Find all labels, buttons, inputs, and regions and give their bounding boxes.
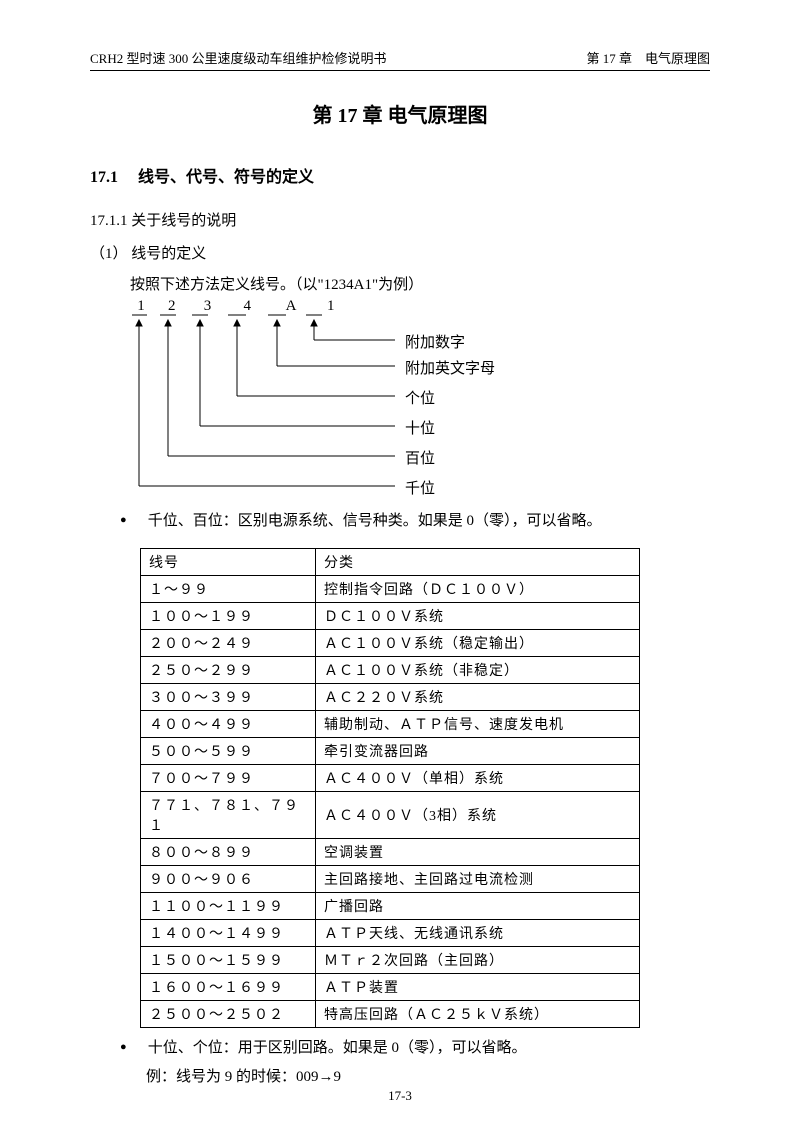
chapter-title: 第 17 章 电气原理图 — [90, 99, 710, 128]
header-left: CRH2 型时速 300 公里速度级动车组维护检修说明书 — [90, 48, 386, 67]
cell-wire-num: １５００～１５９９ — [141, 947, 316, 974]
section-text: 线号、代号、符号的定义 — [138, 169, 314, 186]
table-row: ３００～３９９ＡＣ２２０Ｖ系统 — [141, 684, 640, 711]
page-number: 17-3 — [0, 1088, 800, 1104]
table-row: １５００～１５９９ＭＴｒ２次回路（主回路） — [141, 947, 640, 974]
bullet-note-1: ● 千位、百位：区别电源系统、信号种类。如果是 0（零），可以省略。 — [120, 509, 710, 530]
cell-category: ＡＴＰ天线、无线通讯系统 — [316, 920, 640, 947]
cell-wire-num: １６００～１６９９ — [141, 974, 316, 1001]
cell-category: 控制指令回路（ＤＣ１００Ｖ） — [316, 576, 640, 603]
cell-wire-num: １１００～１１９９ — [141, 893, 316, 920]
table-row: ２００～２４９ＡＣ１００Ｖ系统（稳定输出） — [141, 630, 640, 657]
table-row: １～９９控制指令回路（ＤＣ１００Ｖ） — [141, 576, 640, 603]
cell-category: ＤＣ１００Ｖ系统 — [316, 603, 640, 630]
wire-number-diagram: 1 2 3 4 A 1 — [130, 298, 710, 503]
cell-wire-num: ７７１、７８１、７９１ — [141, 792, 316, 839]
cell-category: 辅助制动、ＡＴＰ信号、速度发电机 — [316, 711, 640, 738]
cell-wire-num: ９００～９０６ — [141, 866, 316, 893]
cell-category: 特高压回路（ＡＣ２５ｋＶ系统） — [316, 1001, 640, 1028]
diagram-lines — [130, 298, 610, 503]
cell-wire-num: ３００～３９９ — [141, 684, 316, 711]
cell-category: 牵引变流器回路 — [316, 738, 640, 765]
th-col2: 分类 — [316, 549, 640, 576]
diagram-label-3: 个位 — [405, 387, 435, 408]
diagram-label-4: 十位 — [405, 417, 435, 438]
wire-number-table: 线号 分类 １～９９控制指令回路（ＤＣ１００Ｖ）１００～１９９ＤＣ１００Ｖ系统２… — [140, 548, 710, 1028]
table-row: ２５０～２９９ＡＣ１００Ｖ系统（非稳定） — [141, 657, 640, 684]
cell-category: ＡＣ１００Ｖ系统（非稳定） — [316, 657, 640, 684]
diagram-label-6: 千位 — [405, 477, 435, 498]
page-header: CRH2 型时速 300 公里速度级动车组维护检修说明书 第 17 章 电气原理… — [90, 48, 710, 71]
table-row: ７７１、７８１、７９１ＡＣ４００Ｖ（3相）系统 — [141, 792, 640, 839]
bullet-icon: ● — [120, 514, 144, 526]
cell-wire-num: ２５０～２９９ — [141, 657, 316, 684]
cell-category: ＡＣ２２０Ｖ系统 — [316, 684, 640, 711]
cell-category: 空调装置 — [316, 839, 640, 866]
cell-category: ＡＣ４００Ｖ（3相）系统 — [316, 792, 640, 839]
cell-wire-num: １～９９ — [141, 576, 316, 603]
bullet-icon: ● — [120, 1041, 144, 1053]
cell-wire-num: １００～１９９ — [141, 603, 316, 630]
cell-category: 广播回路 — [316, 893, 640, 920]
table-row: １６００～１６９９ＡＴＰ装置 — [141, 974, 640, 1001]
table-row: １１００～１１９９广播回路 — [141, 893, 640, 920]
cell-category: ＡＴＰ装置 — [316, 974, 640, 1001]
section-num: 17.1 — [90, 169, 118, 186]
table-row: １４００～１４９９ＡＴＰ天线、无线通讯系统 — [141, 920, 640, 947]
cell-wire-num: ７００～７９９ — [141, 765, 316, 792]
cell-wire-num: ４００～４９９ — [141, 711, 316, 738]
cell-category: ＡＣ４００Ｖ（单相）系统 — [316, 765, 640, 792]
table-row: ８００～８９９空调装置 — [141, 839, 640, 866]
example-line: 例：线号为 9 的时候：009→9 — [146, 1065, 710, 1086]
table-row: １００～１９９ＤＣ１００Ｖ系统 — [141, 603, 640, 630]
cell-wire-num: ８００～８９９ — [141, 839, 316, 866]
cell-wire-num: １４００～１４９９ — [141, 920, 316, 947]
table-row: ２５００～２５０２特高压回路（ＡＣ２５ｋＶ系统） — [141, 1001, 640, 1028]
table-row: ５００～５９９牵引变流器回路 — [141, 738, 640, 765]
section-title: 17.1 线号、代号、符号的定义 — [90, 163, 710, 187]
table-row: ４００～４９９辅助制动、ＡＴＰ信号、速度发电机 — [141, 711, 640, 738]
diagram-label-1: 附加数字 — [405, 331, 465, 352]
diagram-label-5: 百位 — [405, 447, 435, 468]
header-right: 第 17 章 电气原理图 — [586, 48, 710, 67]
table-row: ７００～７９９ＡＣ４００Ｖ（单相）系统 — [141, 765, 640, 792]
bullet1-text: 千位、百位：区别电源系统、信号种类。如果是 0（零），可以省略。 — [148, 513, 602, 529]
cell-wire-num: ２５００～２５０２ — [141, 1001, 316, 1028]
item1-desc: 按照下述方法定义线号。（以"1234A1"为例） — [130, 273, 710, 294]
cell-category: ＭＴｒ２次回路（主回路） — [316, 947, 640, 974]
bullet-note-2: ● 十位、个位：用于区别回路。如果是 0（零），可以省略。 — [120, 1036, 710, 1057]
cell-wire-num: ２００～２４９ — [141, 630, 316, 657]
bullet2-text: 十位、个位：用于区别回路。如果是 0（零），可以省略。 — [148, 1040, 527, 1056]
cell-category: 主回路接地、主回路过电流检测 — [316, 866, 640, 893]
cell-category: ＡＣ１００Ｖ系统（稳定输出） — [316, 630, 640, 657]
cell-wire-num: ５００～５９９ — [141, 738, 316, 765]
th-col1: 线号 — [141, 549, 316, 576]
subsection-title: 17.1.1 关于线号的说明 — [90, 209, 710, 230]
item1-label: （1） 线号的定义 — [90, 242, 710, 263]
diagram-label-2: 附加英文字母 — [405, 357, 495, 378]
table-row: ９００～９０６主回路接地、主回路过电流检测 — [141, 866, 640, 893]
